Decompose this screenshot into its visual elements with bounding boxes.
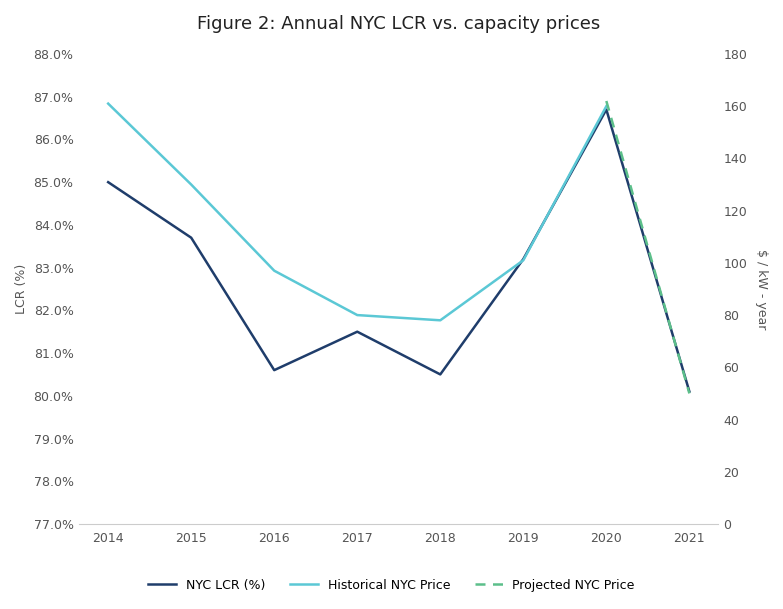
Line: NYC LCR (%): NYC LCR (%) [108,110,689,392]
Y-axis label: LCR (%): LCR (%) [15,264,28,314]
NYC LCR (%) [684,388,694,395]
Legend: NYC LCR (%), Historical NYC Price, Projected NYC Price: NYC LCR (%), Historical NYC Price, Proje… [143,574,640,597]
Historical NYC Price [518,256,528,264]
Line: Projected NYC Price: Projected NYC Price [606,101,689,393]
NYC LCR (%) [103,178,113,186]
NYC LCR (%) [518,255,528,262]
NYC LCR (%) [269,367,279,374]
Historical NYC Price [186,181,196,188]
Y-axis label: $ / kW - year: $ / kW - year [755,249,768,329]
NYC LCR (%) [352,328,362,336]
Projected NYC Price [601,97,611,105]
Historical NYC Price [601,102,611,110]
Title: Figure 2: Annual NYC LCR vs. capacity prices: Figure 2: Annual NYC LCR vs. capacity pr… [197,15,601,33]
Historical NYC Price [269,267,279,274]
Historical NYC Price [435,317,445,324]
Projected NYC Price [684,390,694,397]
NYC LCR (%) [435,371,445,378]
Line: Historical NYC Price: Historical NYC Price [108,104,606,320]
Historical NYC Price [352,311,362,319]
NYC LCR (%) [601,106,611,113]
NYC LCR (%) [186,234,196,241]
Historical NYC Price [103,100,113,107]
